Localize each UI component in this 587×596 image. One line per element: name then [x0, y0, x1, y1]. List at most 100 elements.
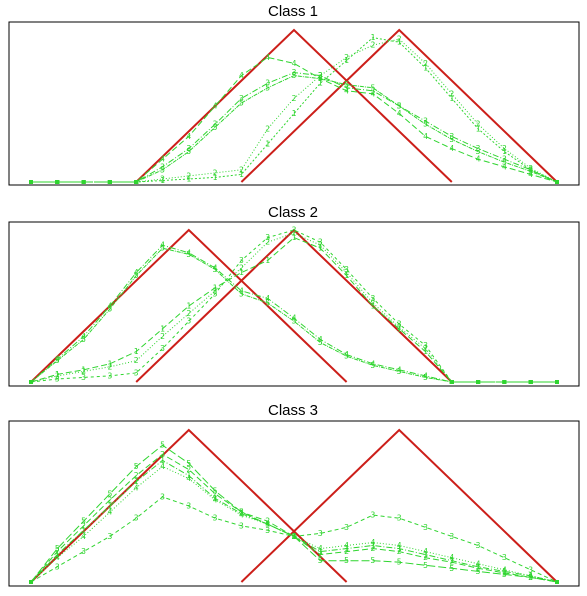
class-2-series-1-point-2: 1 [81, 365, 86, 374]
class-2-series-1-point-9: 1 [265, 256, 270, 265]
class-2-series-3-point-2: 3 [81, 373, 86, 382]
class-2-series-3-point-8: 3 [239, 256, 244, 265]
class-3-series-2-point-17: 2 [476, 564, 481, 573]
class-2-series-2-point-15: 2 [423, 344, 428, 353]
class-3-series-1-point-5: 1 [160, 456, 165, 465]
class-3-series-5-point-6: 5 [186, 459, 191, 468]
class-3-series-3-point-10: 3 [292, 532, 297, 541]
class-3-series-4-line [30, 465, 558, 583]
class-1-series-5-point-8: 5 [239, 99, 244, 108]
class-2-series-4-point-7: 4 [213, 264, 218, 273]
class-2-series-4-point-6: 4 [186, 248, 191, 257]
class-1-series-5-point-11: 5 [318, 74, 323, 83]
class-3-series-2-point-16: 2 [449, 558, 454, 567]
class-2-series-1-line [30, 237, 557, 383]
class-3-series-3-point-5: 3 [160, 492, 165, 501]
class-2-series-4-point-3: 4 [107, 302, 112, 311]
class-1-series-1-point-6: 1 [186, 175, 191, 184]
class-3-series-5-point-14: 5 [397, 558, 402, 567]
class-1-series-3-point-9: 3 [265, 79, 270, 88]
class-3-series-1-point-12: 1 [344, 544, 349, 553]
class-3-series-1-point-14: 1 [397, 544, 402, 553]
class-1-series-2-point-14: 2 [397, 35, 402, 44]
class-2-series-3-point-9: 3 [265, 233, 270, 242]
class-1-series-3-line [31, 72, 558, 183]
class-3-series-2-point-9: 2 [265, 517, 270, 526]
class-2-series-4-point-1: 4 [55, 355, 60, 364]
class-1-series-5-point-10: 5 [292, 71, 297, 80]
class-3-series-1-point-16: 1 [449, 556, 454, 565]
class-3-series-5-point-17: 5 [476, 567, 481, 576]
class-3-series-5-point-19: 5 [528, 573, 533, 582]
class-2-series-3-point-12: 3 [344, 265, 349, 274]
class-2-series-1-point-8: 1 [239, 268, 244, 277]
class-2-series-2-point-9: 2 [265, 238, 270, 247]
class-1-series-3-point-7: 3 [213, 120, 218, 129]
class-2-series-3-point-14: 3 [397, 320, 402, 329]
class-2-series-5-point-16 [449, 380, 454, 384]
class-3-series-4-point-15: 4 [423, 547, 428, 556]
class-2-series-4-point-13: 4 [370, 359, 375, 368]
class-3-series-5-point-13: 5 [370, 556, 375, 565]
class-1-series-5-point-20 [555, 180, 559, 184]
class-2-series-3-point-6: 3 [186, 317, 191, 326]
class-1-series-5-point-4 [134, 180, 139, 184]
class-2-series-3-point-3: 3 [107, 371, 112, 380]
class-2-reference-line-2 [135, 228, 453, 383]
class-1-series-5-point-7: 5 [213, 123, 218, 132]
class-2-series-1-point-7: 1 [213, 283, 218, 292]
class-3-series-3-line [30, 496, 558, 583]
class-1-series-4-point-11: 4 [318, 74, 323, 83]
class-3-series-2-point-5: 2 [160, 450, 165, 459]
class-3-series-4-point-6: 4 [186, 474, 191, 483]
class-1-series-5-line [31, 75, 558, 183]
class-1-series-4-line [31, 56, 558, 183]
class-2-series-3-point-11: 3 [318, 238, 323, 247]
class-1-series-4-point-14: 4 [397, 109, 402, 118]
class-1-series-2-point-11: 2 [318, 71, 323, 80]
class-3-series-1-point-10: 1 [292, 532, 297, 541]
class-1-series-2-point-16: 2 [449, 89, 454, 98]
class-1-series-5-point-9: 5 [265, 83, 270, 92]
class-2-series-2-point-7: 2 [213, 286, 218, 295]
class-1-series-1-point-13: 1 [370, 33, 375, 42]
class-1-series-5-point-13: 5 [370, 83, 375, 92]
class-1-series-1-point-12: 1 [344, 56, 349, 65]
class-2-frame [8, 221, 580, 387]
class-2-series-1-point-10: 1 [292, 233, 297, 242]
class-3-series-2-point-7: 2 [213, 489, 218, 498]
class-2-series-5-point-7: 5 [213, 265, 218, 274]
class-3-series-5-point-9: 5 [265, 520, 270, 529]
class-2-series-4-point-12: 4 [344, 350, 349, 359]
class-2-series-2-point-6: 2 [186, 309, 191, 318]
class-2-series-4-point-4: 4 [134, 268, 139, 277]
class-2-series-1-point-14: 1 [397, 324, 402, 333]
class-3-series-4-point-14: 4 [397, 541, 402, 550]
class-3-series-5-point-1: 5 [55, 544, 60, 553]
class-2-series-5-point-17 [476, 380, 481, 384]
class-3-series-5-point-10: 5 [292, 532, 297, 541]
class-2-series-5-point-5: 5 [160, 244, 165, 253]
class-1-series-1-point-18: 1 [502, 147, 507, 156]
class-3-series-2-line [30, 453, 558, 583]
class-1-series-5-point-15: 5 [423, 120, 428, 129]
class-1-series-3-point-5: 3 [160, 162, 165, 171]
class-3-series-3-point-11: 3 [318, 529, 323, 538]
class-1-series-1-point-16: 1 [449, 94, 454, 103]
class-1-series-5-point-12: 5 [344, 80, 349, 89]
class-3-series-4-point-10: 4 [292, 532, 297, 541]
class-2-series-4-point-14: 4 [397, 365, 402, 374]
class-1-series-5-point-14: 5 [397, 102, 402, 111]
class-1-series-4-point-19: 4 [528, 170, 533, 179]
class-1-series-4-point-8: 4 [239, 71, 244, 80]
class-3-series-4-point-8: 4 [239, 511, 244, 520]
class-3-series-5-point-2: 5 [81, 517, 86, 526]
class-2-series-2-point-5: 2 [160, 332, 165, 341]
class-3-series-3-point-1: 3 [55, 562, 60, 571]
class-2-series-5-point-13: 5 [370, 361, 375, 370]
class-3-series-4-point-4: 4 [134, 483, 139, 492]
class-3-series-1-point-1: 1 [55, 550, 60, 559]
